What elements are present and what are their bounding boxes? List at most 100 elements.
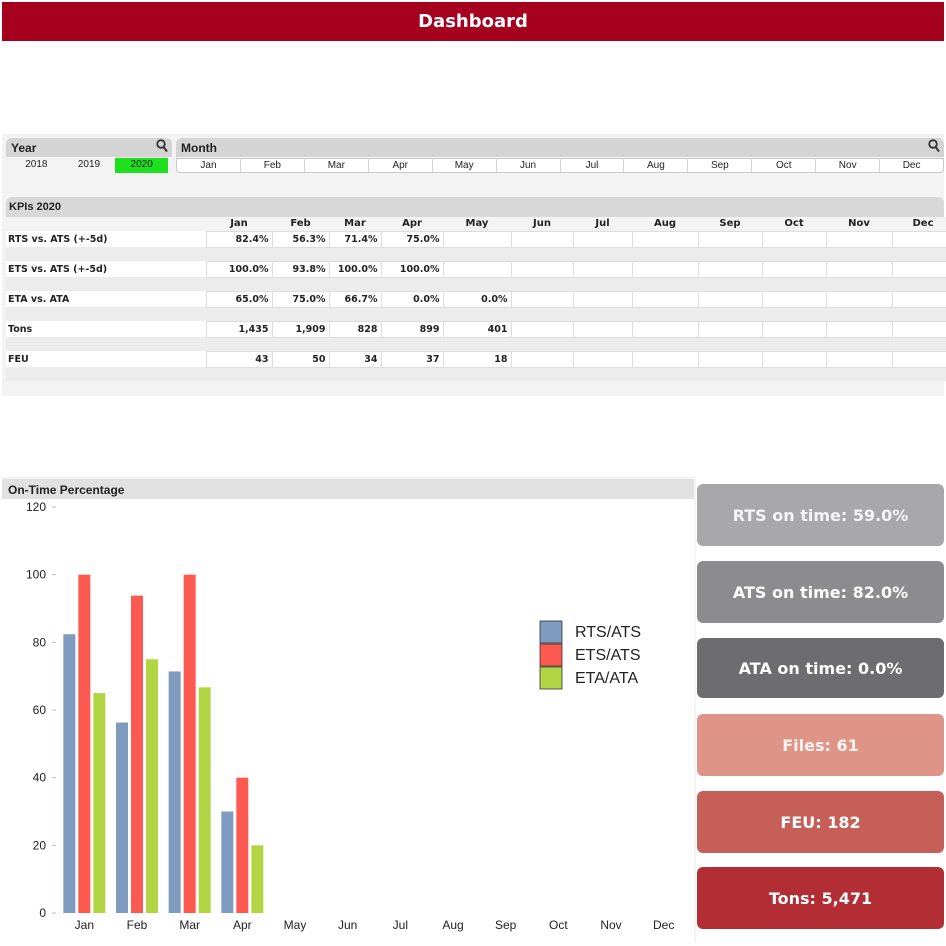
kpi-column-header[interactable]: Jan <box>206 217 272 231</box>
y-tick-label: 20 <box>33 838 47 852</box>
kpi-column-header[interactable]: Feb <box>272 217 329 231</box>
ats-on-time-card[interactable]: ATS on time: 82.0% <box>697 561 944 623</box>
kpi-cell <box>761 260 827 278</box>
feu-label: FEU: 182 <box>780 812 861 832</box>
year-search-icon[interactable] <box>156 139 168 156</box>
legend-label: ETA/ATA <box>575 670 638 687</box>
legend-label: RTS/ATS <box>575 624 641 641</box>
kpi-cell <box>631 260 699 278</box>
kpi-column-header[interactable]: Oct <box>762 217 826 231</box>
kpi-spacer-cell <box>6 277 946 291</box>
tons-label: Tons: 5,471 <box>768 888 873 908</box>
feu-card[interactable]: FEU: 182 <box>697 791 944 853</box>
month-option[interactable]: May <box>433 159 497 172</box>
month-option[interactable]: Mar <box>305 159 369 172</box>
kpi-cell <box>510 260 574 278</box>
kpi-cell <box>510 290 574 308</box>
kpi-cell: 37 <box>380 350 444 368</box>
kpi-column-header[interactable]: Mar <box>329 217 381 231</box>
kpi-cell: 75.0% <box>380 230 444 248</box>
kpi-cell <box>631 230 699 248</box>
kpi-cell <box>825 230 893 248</box>
x-tick-label: Dec <box>653 918 674 932</box>
kpi-spacer-cell <box>6 247 946 261</box>
kpi-header-row: Jan Feb Mar Apr May Jun Jul Aug Sep Oct … <box>6 217 946 231</box>
kpi-column-header[interactable]: Aug <box>632 217 698 231</box>
y-tick-label: 120 <box>26 500 46 514</box>
files-card[interactable]: Files: 61 <box>697 714 944 776</box>
kpi-column-header[interactable]: Apr <box>381 217 443 231</box>
month-option[interactable]: Nov <box>816 159 881 172</box>
kpi-cell <box>510 320 574 338</box>
kpi-cell: 100.0% <box>205 260 273 278</box>
kpi-cell: 18 <box>442 350 512 368</box>
kpi-cell: 82.4% <box>205 230 273 248</box>
bar-ets-ats <box>236 777 249 913</box>
kpi-row-label: ETS vs. ATS (+-5d) <box>6 261 206 277</box>
bar-ets-ats <box>183 574 196 913</box>
kpi-corner-header <box>6 217 206 231</box>
month-option[interactable]: Jun <box>497 159 561 172</box>
kpi-cell <box>631 320 699 338</box>
kpi-cell <box>761 320 827 338</box>
kpi-cell <box>891 350 946 368</box>
bar-eta-ata <box>251 845 264 913</box>
kpi-column-header[interactable]: Dec <box>892 217 946 231</box>
legend-swatch <box>539 643 563 667</box>
kpi-cell <box>572 350 633 368</box>
year-listbox-title: Year <box>11 141 37 155</box>
year-option-selected[interactable]: 2020 <box>115 158 169 173</box>
month-option[interactable]: Feb <box>241 159 305 172</box>
kpi-cell: 100.0% <box>328 260 382 278</box>
legend-swatch <box>539 666 563 690</box>
kpi-cell <box>761 230 827 248</box>
kpi-table-title: KPIs 2020 <box>6 197 944 217</box>
kpi-cell <box>697 230 763 248</box>
kpi-row-label: ETA vs. ATA <box>6 291 206 307</box>
y-tick-label: 100 <box>26 568 46 582</box>
month-option[interactable]: Aug <box>624 159 689 172</box>
month-option[interactable]: Jul <box>561 159 625 172</box>
tons-card[interactable]: Tons: 5,471 <box>697 867 944 929</box>
month-option[interactable]: Apr <box>369 159 433 172</box>
legend-label: ETS/ATS <box>575 647 641 664</box>
x-tick-label: Mar <box>179 918 200 932</box>
x-tick-label: Apr <box>233 918 252 932</box>
kpi-cell: 43 <box>205 350 273 368</box>
kpi-row-label: Tons <box>6 321 206 337</box>
bar-rts-ats <box>168 671 181 913</box>
kpi-cell <box>697 260 763 278</box>
kpi-column-header[interactable]: Sep <box>698 217 762 231</box>
month-option[interactable]: Jan <box>177 159 241 172</box>
x-tick-label: Aug <box>442 918 463 932</box>
month-option[interactable]: Sep <box>688 159 753 172</box>
rts-on-time-label: RTS on time: 59.0% <box>732 505 909 525</box>
month-option[interactable]: Oct <box>752 159 817 172</box>
kpi-column-header[interactable]: Nov <box>826 217 892 231</box>
kpi-row-label: FEU <box>6 351 206 367</box>
year-option[interactable]: 2019 <box>77 159 101 170</box>
month-option[interactable]: Dec <box>902 160 921 171</box>
kpi-cell <box>442 230 512 248</box>
kpi-row: ETS vs. ATS (+-5d) 100.0% 93.8% 100.0% 100.0… <box>6 260 946 278</box>
kpi-row: Tons 1,435 1,909 828 899 401 <box>6 320 946 338</box>
kpi-cell <box>442 260 512 278</box>
kpi-cell: 899 <box>380 320 444 338</box>
kpi-column-header[interactable]: Jul <box>573 217 632 231</box>
x-tick-label: Nov <box>600 918 621 932</box>
dashboard-header: Dashboard <box>2 2 944 41</box>
x-tick-label: Oct <box>549 918 568 932</box>
ata-on-time-card[interactable]: ATA on time: 0.0% <box>697 638 944 698</box>
kpi-row: FEU 43 50 34 37 18 <box>6 350 946 368</box>
x-tick-label: Sep <box>495 918 517 932</box>
kpi-cell <box>891 320 946 338</box>
on-time-bar-chart[interactable]: 0 20 40 60 80 100 120 Jan Feb Mar Apr May Jun Jul Aug S… <box>2 499 694 942</box>
kpi-column-header[interactable]: Jun <box>511 217 573 231</box>
x-tick-label: Feb <box>127 918 148 932</box>
kpi-cell <box>891 230 946 248</box>
rts-on-time-card[interactable]: RTS on time: 59.0% <box>697 484 944 546</box>
month-search-icon[interactable] <box>928 139 940 156</box>
y-tick-label: 40 <box>33 771 47 785</box>
year-option[interactable]: 2018 <box>25 159 48 170</box>
kpi-column-header[interactable]: May <box>443 217 511 231</box>
